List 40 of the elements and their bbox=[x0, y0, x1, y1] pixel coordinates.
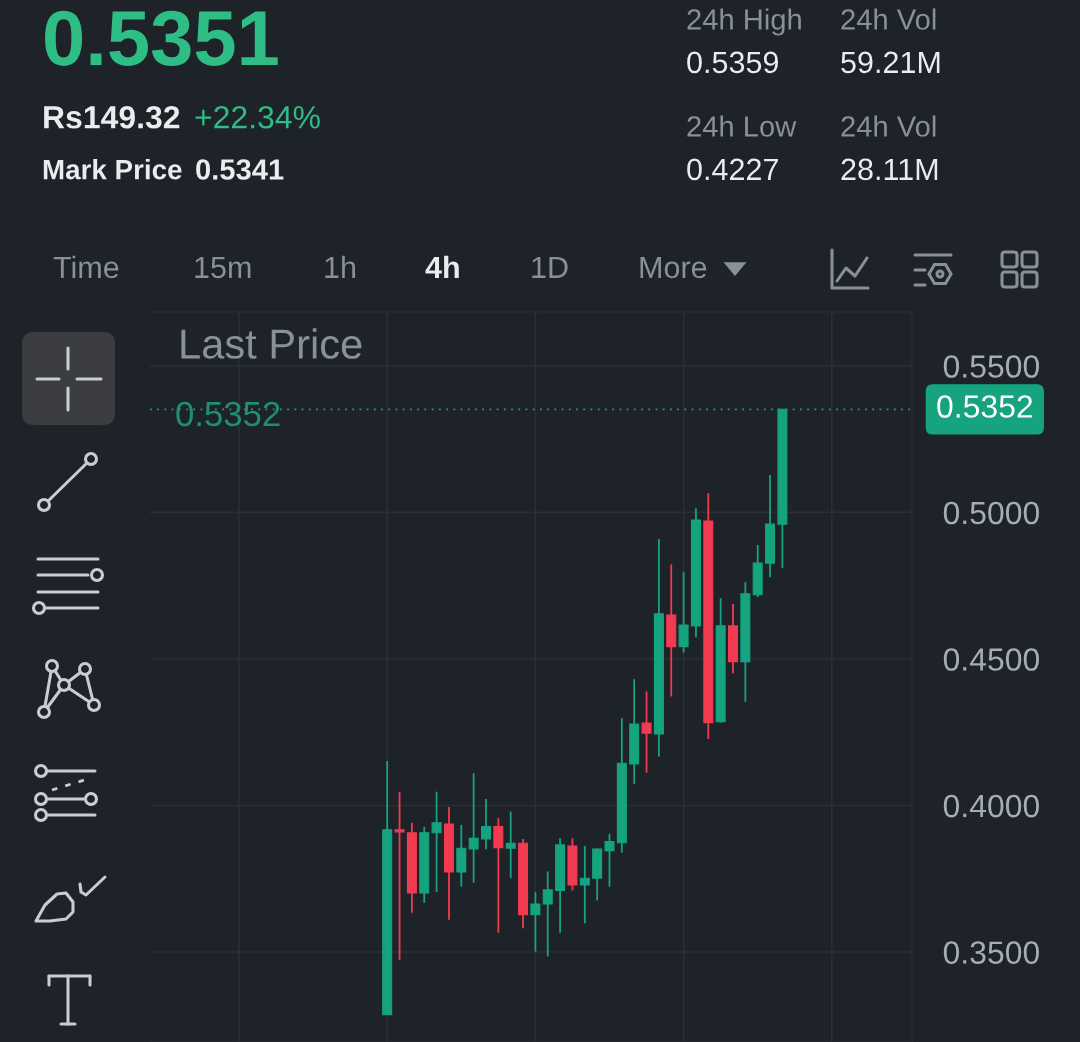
text: 24h Vol bbox=[841, 8, 936, 30]
text: 0.5352 bbox=[176, 401, 280, 427]
candlestick bbox=[641, 690, 652, 774]
y-tick-label: 0.5000 bbox=[943, 501, 1040, 525]
text: 24h Vol bbox=[841, 115, 936, 137]
candlestick bbox=[604, 833, 615, 888]
text: Time bbox=[53, 255, 119, 279]
candlestick bbox=[493, 817, 504, 934]
ref-line-label: 0.5352 bbox=[937, 395, 1033, 418]
candlestick bbox=[456, 823, 467, 888]
text: 4h bbox=[425, 255, 459, 278]
text: More bbox=[640, 256, 707, 279]
text: 24h Low bbox=[687, 115, 797, 137]
y-tick-label: 0.5500 bbox=[943, 355, 1040, 378]
candlestick bbox=[530, 891, 541, 953]
candlestick bbox=[431, 790, 442, 893]
y-tick-label: 0.4000 bbox=[943, 794, 1040, 818]
text: 0.5341 bbox=[196, 159, 284, 180]
chart-title: Last Price bbox=[181, 328, 362, 359]
text: 28.11M bbox=[841, 158, 938, 181]
text: 0.4227 bbox=[687, 158, 778, 181]
candlestick bbox=[505, 810, 516, 880]
y-tick-label: 0.4500 bbox=[943, 648, 1040, 671]
text: +22.34% bbox=[195, 105, 320, 129]
candlestick bbox=[394, 791, 405, 961]
text: Rs149.32 bbox=[44, 105, 180, 129]
candlestick bbox=[542, 870, 553, 958]
candlestick bbox=[468, 772, 479, 884]
candlestick bbox=[480, 798, 491, 851]
candlestick bbox=[579, 845, 590, 925]
text: 1h bbox=[325, 255, 355, 278]
text: 24h High bbox=[687, 8, 801, 36]
y-tick-label: 0.3500 bbox=[943, 941, 1040, 964]
candlestick bbox=[678, 571, 689, 654]
text: 0.5359 bbox=[687, 51, 779, 74]
text: Mark Price bbox=[43, 159, 182, 180]
text: 59.21M bbox=[841, 51, 940, 74]
text: 15m bbox=[195, 256, 251, 279]
text: 1D bbox=[532, 256, 568, 278]
text: 0.5351 bbox=[45, 10, 278, 66]
